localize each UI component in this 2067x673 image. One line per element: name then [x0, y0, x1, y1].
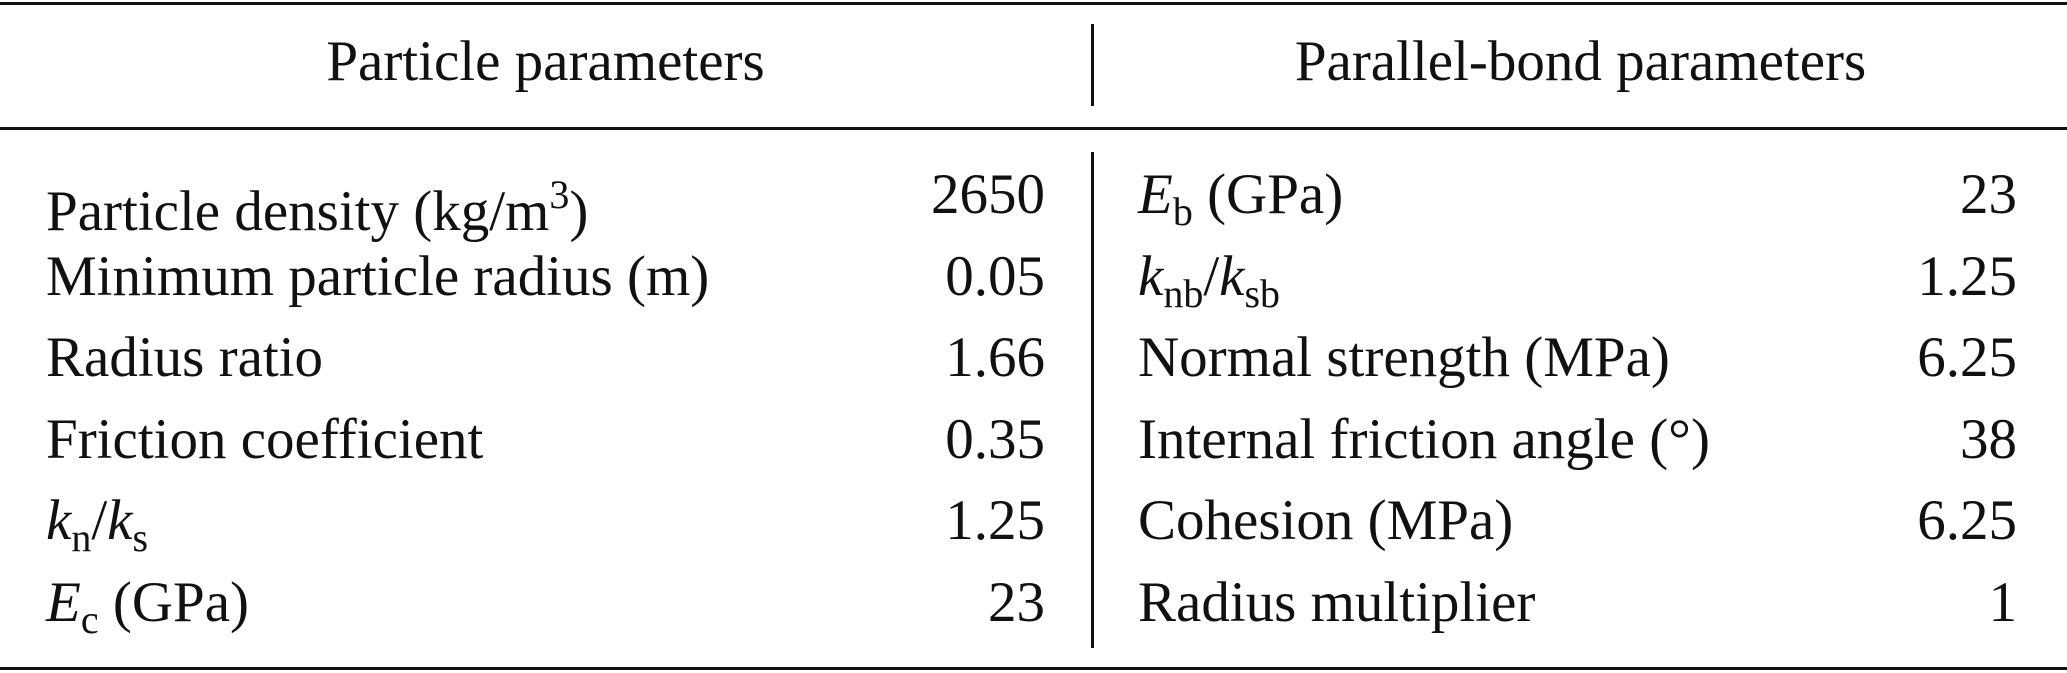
- italic-symbol: k: [1219, 244, 1245, 308]
- subscript: s: [132, 515, 149, 560]
- subscript: c: [80, 596, 99, 642]
- value-cell: 6.25: [1917, 323, 2017, 393]
- label-cell: Internal friction angle (°): [1138, 405, 1710, 475]
- value-cell: 1.66: [945, 323, 1045, 393]
- italic-symbol: k: [46, 489, 72, 552]
- italic-symbol: k: [107, 489, 133, 552]
- label-cell: Friction coefficient: [46, 405, 483, 475]
- text-run: 23: [1960, 163, 2017, 226]
- label-cell: Eb (GPa): [1138, 160, 1344, 234]
- label-cell: Cohesion (MPa): [1138, 486, 1513, 556]
- text-run: Cohesion (MPa): [1138, 489, 1514, 552]
- text-run: 1.25: [1917, 244, 2017, 308]
- text-run: (GPa): [1192, 163, 1344, 226]
- text-run: Internal friction angle (°): [1138, 407, 1710, 471]
- label-cell: Particle density (kg/m3): [46, 160, 588, 243]
- subscript: sb: [1244, 270, 1281, 316]
- text-run: (GPa): [98, 570, 249, 634]
- text-run: /: [91, 489, 108, 552]
- bottom-rule: [0, 667, 2067, 670]
- subscript: n: [71, 515, 92, 560]
- value-cell: 38: [1960, 405, 2017, 475]
- italic-symbol: E: [1138, 163, 1173, 226]
- text-run: 6.25: [1917, 489, 2017, 552]
- label-cell: Radius ratio: [46, 323, 323, 393]
- text-run: Radius ratio: [46, 326, 324, 389]
- value-cell: 2650: [931, 160, 1045, 230]
- value-cell: 1.25: [1917, 242, 2017, 312]
- value-cell: 23: [1960, 160, 2017, 230]
- body-divider: [1091, 152, 1094, 648]
- label-cell: Ec (GPa): [46, 568, 249, 642]
- label-cell: Minimum particle radius (m): [46, 242, 709, 312]
- label-cell: knb/ksb: [1138, 242, 1280, 316]
- value-cell: 0.35: [945, 405, 1045, 475]
- italic-symbol: E: [46, 570, 81, 634]
- value-cell: 23: [988, 568, 1045, 638]
- label-cell: Radius multiplier: [1138, 568, 1535, 638]
- text-run: 1.66: [945, 326, 1045, 389]
- header-divider: [1091, 24, 1094, 106]
- text-run: 23: [988, 570, 1045, 634]
- text-run: 1: [1988, 570, 2018, 634]
- text-run: 6.25: [1917, 326, 2017, 389]
- value-cell: 1: [1989, 568, 2018, 638]
- text-run: Friction coefficient: [46, 407, 484, 471]
- text-run: ): [569, 180, 589, 243]
- column-header: Particle parameters: [326, 30, 765, 93]
- italic-symbol: k: [1138, 244, 1164, 308]
- text-run: 2650: [931, 163, 1045, 226]
- top-rule: [0, 2, 2067, 5]
- header-rule: [0, 127, 2067, 130]
- text-run: 0.05: [945, 244, 1045, 308]
- text-run: /: [1203, 244, 1220, 308]
- label-cell: Normal strength (MPa): [1138, 323, 1670, 393]
- superscript: 3: [549, 172, 570, 217]
- value-cell: 0.05: [945, 242, 1045, 312]
- subscript: b: [1172, 189, 1193, 234]
- text-run: Radius multiplier: [1138, 570, 1536, 634]
- column-header: Parallel-bond parameters: [1294, 30, 1867, 93]
- text-run: Particle density (kg/m: [46, 180, 550, 243]
- text-run: Minimum particle radius (m): [46, 244, 710, 308]
- text-run: Normal strength (MPa): [1138, 326, 1670, 389]
- value-cell: 1.25: [945, 486, 1045, 556]
- subscript: nb: [1163, 270, 1204, 316]
- text-run: 1.25: [945, 489, 1045, 552]
- text-run: 0.35: [945, 407, 1045, 471]
- label-cell: kn/ks: [46, 486, 148, 560]
- value-cell: 6.25: [1917, 486, 2017, 556]
- text-run: 38: [1960, 407, 2017, 471]
